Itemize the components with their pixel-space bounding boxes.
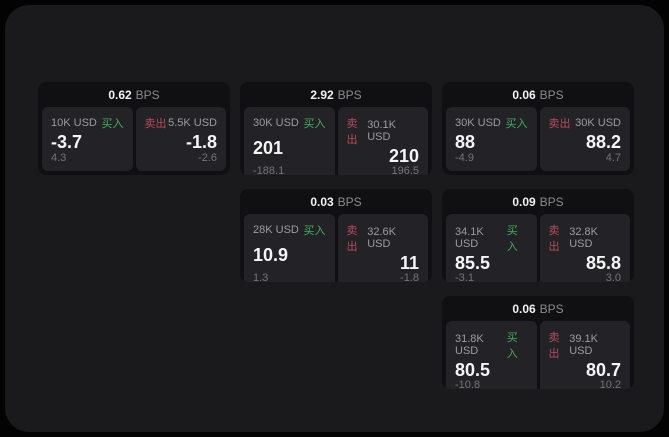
buy-side-label: 买入 (303, 225, 326, 237)
sell-price: 210 (388, 146, 419, 166)
card-header: 0.62 BPS (38, 82, 230, 107)
buy-amount: 28K USD (253, 224, 299, 236)
sell-side-label: 卖出 (346, 225, 358, 253)
sell-delta: 3.0 (605, 272, 621, 282)
buy-delta: 4.3 (51, 152, 67, 164)
buy-side-label: 买入 (505, 118, 528, 130)
bps-value: 2.92 (310, 87, 334, 102)
sell-side-label: 卖出 (548, 118, 571, 130)
sell-price: -1.8 (185, 131, 217, 152)
sell-amount: 30K USD (575, 117, 621, 129)
buy-panel[interactable]: 28K USD 买入 10.9 1.3 (244, 214, 335, 282)
buy-amount: 34.1K USD (455, 226, 484, 250)
buy-panel[interactable]: 34.1K USD 买入 85.5 -3.1 (446, 214, 537, 282)
quote-card: 0.62 BPS 10K USD 买入 -3.7 4.3 卖出 5.5K USD… (38, 82, 230, 175)
sell-panel[interactable]: 卖出 32.8K USD 85.8 3.0 (539, 214, 630, 282)
buy-price: -3.7 (51, 131, 83, 152)
buy-panel[interactable]: 30K USD 买入 88 -4.9 (446, 107, 537, 171)
bps-value: 0.62 (108, 87, 132, 102)
sell-price: 80.7 (585, 360, 621, 380)
buy-panel[interactable]: 10K USD 买入 -3.7 4.3 (42, 107, 133, 171)
buy-amount: 10K USD (51, 117, 97, 129)
sell-amount: 32.6K USD (367, 226, 396, 250)
bps-unit-label: BPS (539, 301, 564, 316)
buy-side-label: 买入 (506, 332, 518, 360)
buy-amount: 30K USD (253, 117, 299, 129)
sell-amount: 39.1K USD (569, 333, 598, 357)
buy-side-label: 买入 (506, 225, 518, 253)
sell-delta: 10.2 (599, 379, 621, 389)
buy-price: 201 (253, 138, 284, 158)
sell-panel[interactable]: 卖出 32.6K USD 11 -1.8 (337, 214, 428, 282)
buy-price: 80.5 (455, 360, 491, 380)
card-header: 0.06 BPS (442, 82, 634, 107)
buy-delta: -188.1 (253, 165, 285, 175)
bps-value: 0.09 (512, 194, 536, 209)
sell-delta: -1.8 (400, 272, 419, 282)
buy-panel[interactable]: 30K USD 买入 201 -188.1 (244, 107, 335, 175)
quote-card: 0.06 BPS 31.8K USD 买入 80.5 -10.8 卖出 39.1… (442, 296, 634, 389)
sell-side-label: 卖出 (346, 118, 358, 146)
buy-side-label: 买入 (303, 118, 326, 130)
buy-delta: -4.9 (455, 152, 474, 164)
buy-delta: -3.1 (455, 272, 474, 282)
bps-value: 0.03 (310, 194, 334, 209)
bps-unit-label: BPS (337, 194, 362, 209)
sell-price: 88.2 (585, 131, 621, 152)
buy-side-label: 买入 (101, 118, 124, 130)
sell-delta: -2.6 (198, 152, 217, 164)
quote-card: 0.09 BPS 34.1K USD 买入 85.5 -3.1 卖出 32.8K… (442, 189, 634, 282)
bps-unit-label: BPS (337, 87, 362, 102)
quote-card: 2.92 BPS 30K USD 买入 201 -188.1 卖出 30.1K … (240, 82, 432, 175)
buy-delta: 1.3 (253, 272, 269, 282)
bps-value: 0.06 (512, 87, 536, 102)
card-header: 0.03 BPS (240, 189, 432, 214)
card-header: 0.09 BPS (442, 189, 634, 214)
sell-amount: 5.5K USD (168, 117, 217, 129)
sell-side-label: 卖出 (144, 118, 167, 130)
sell-delta: 196.5 (391, 165, 419, 175)
sell-panel[interactable]: 卖出 5.5K USD -1.8 -2.6 (135, 107, 226, 171)
sell-panel[interactable]: 卖出 30K USD 88.2 4.7 (539, 107, 630, 171)
sell-amount: 32.8K USD (569, 226, 598, 250)
buy-panel[interactable]: 31.8K USD 买入 80.5 -10.8 (446, 321, 537, 389)
bps-unit-label: BPS (135, 87, 160, 102)
quote-card: 0.06 BPS 30K USD 买入 88 -4.9 卖出 30K USD 8… (442, 82, 634, 175)
sell-price: 85.8 (585, 253, 621, 273)
sell-amount: 30.1K USD (367, 119, 396, 143)
quote-grid: 0.62 BPS 10K USD 买入 -3.7 4.3 卖出 5.5K USD… (38, 82, 634, 389)
buy-price: 85.5 (455, 253, 491, 273)
card-header: 2.92 BPS (240, 82, 432, 107)
sell-side-label: 卖出 (548, 225, 560, 253)
quote-card: 0.03 BPS 28K USD 买入 10.9 1.3 卖出 32.6K US… (240, 189, 432, 282)
sell-delta: 4.7 (605, 152, 621, 164)
buy-amount: 31.8K USD (455, 333, 484, 357)
buy-delta: -10.8 (455, 379, 481, 389)
sell-panel[interactable]: 卖出 30.1K USD 210 196.5 (337, 107, 428, 175)
buy-price: 88 (455, 131, 476, 152)
bps-value: 0.06 (512, 301, 536, 316)
card-header: 0.06 BPS (442, 296, 634, 321)
bps-unit-label: BPS (539, 194, 564, 209)
sell-panel[interactable]: 卖出 39.1K USD 80.7 10.2 (539, 321, 630, 389)
sell-price: 11 (399, 253, 419, 273)
sell-side-label: 卖出 (548, 332, 560, 360)
buy-price: 10.9 (253, 245, 289, 265)
buy-amount: 30K USD (455, 117, 501, 129)
bps-unit-label: BPS (539, 87, 564, 102)
